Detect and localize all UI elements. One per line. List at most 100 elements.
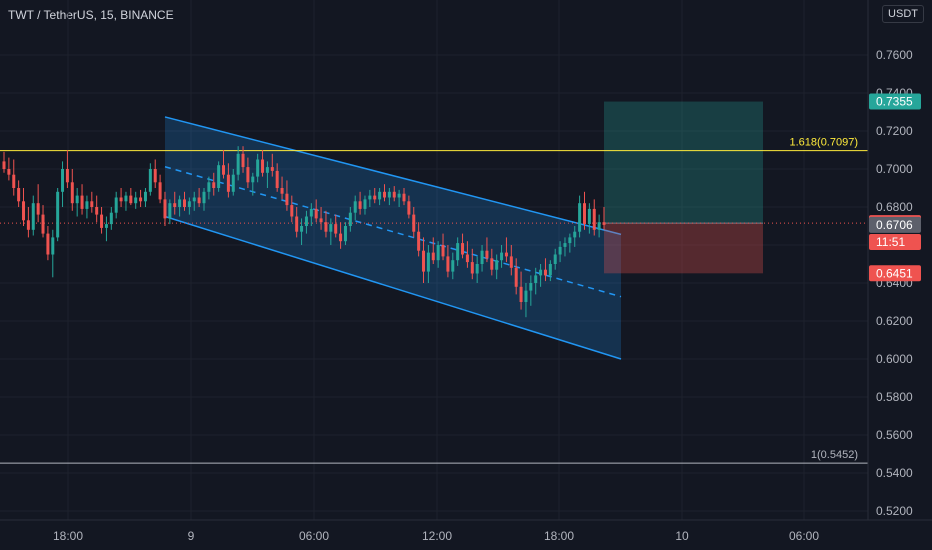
candle-body: [7, 169, 11, 175]
candle-body: [441, 245, 445, 257]
channel-middle[interactable]: [164, 165, 622, 298]
candle-body: [153, 169, 157, 183]
price-label-box: [869, 93, 921, 110]
y-tick-label: 0.5800: [876, 390, 913, 404]
candle-body: [300, 226, 304, 232]
candle-body: [70, 182, 74, 204]
candle-body: [261, 159, 265, 173]
regression-channel: [164, 116, 622, 360]
candle-body: [373, 195, 377, 200]
candle-body: [504, 252, 508, 257]
candle-body: [280, 188, 284, 194]
x-tick-label: 10: [675, 529, 689, 543]
candle-body: [207, 182, 211, 192]
candle-body: [509, 256, 513, 268]
candle-body: [290, 205, 294, 217]
candle-body: [251, 176, 255, 183]
y-tick-label: 0.6000: [876, 352, 913, 366]
candle-body: [368, 195, 372, 200]
candle-body: [309, 208, 313, 217]
candle-body: [182, 199, 186, 207]
candle-body: [412, 214, 416, 232]
price-label: 0.6451: [876, 266, 913, 280]
price-label: 0.6706: [876, 218, 913, 232]
candle-body: [314, 208, 318, 219]
symbol-header[interactable]: TWT / TetherUS, 15, BINANCE: [8, 8, 174, 22]
candle-body: [397, 193, 401, 198]
channel-upper[interactable]: [164, 116, 622, 236]
candle-body: [426, 252, 430, 272]
candle-body: [31, 203, 35, 230]
candle-body: [568, 237, 572, 244]
candle-body: [553, 254, 557, 264]
x-tick-label: 18:00: [53, 529, 83, 543]
currency-button[interactable]: USDT: [882, 5, 924, 23]
candle-body: [236, 153, 240, 175]
candle-body: [143, 191, 147, 202]
price-label-box: [869, 233, 921, 250]
candle-body: [173, 203, 177, 207]
candle-body: [578, 203, 582, 232]
candle-body: [524, 290, 528, 302]
candle-body: [563, 243, 567, 247]
candle-body: [436, 245, 440, 261]
candle-body: [602, 222, 606, 225]
candle-body: [573, 231, 577, 238]
target-zone[interactable]: [604, 101, 763, 224]
candle-body: [285, 193, 289, 206]
candle-body: [202, 191, 206, 204]
candle-body: [41, 214, 45, 234]
candle-body: [392, 191, 396, 198]
candle-body: [26, 220, 30, 230]
candle-body: [85, 201, 89, 209]
stop-zone[interactable]: [604, 223, 763, 274]
candle-body: [75, 195, 79, 204]
candle-body: [339, 233, 343, 242]
x-tick-label: 06:00: [789, 529, 819, 543]
candle-body: [2, 161, 6, 169]
candle-body: [407, 201, 411, 215]
y-tick-label: 0.7200: [876, 124, 913, 138]
y-tick-label: 0.5600: [876, 428, 913, 442]
candle-body: [480, 250, 484, 264]
candle-body: [519, 286, 523, 302]
fib-label: 1.618(0.7097): [790, 137, 859, 149]
candle-body: [456, 243, 460, 261]
candle-body: [100, 214, 104, 228]
long-position-tool: [604, 101, 763, 274]
time-axis: 18:00 9 06:00 12:00 18:00 10 06:00: [53, 529, 819, 543]
candle-body: [485, 250, 489, 259]
candle-body: [353, 201, 357, 213]
candle-body: [178, 199, 182, 207]
candle-body: [378, 191, 382, 200]
x-tick-label: 18:00: [544, 529, 574, 543]
candle-body: [231, 174, 235, 192]
channel-lower[interactable]: [164, 215, 622, 360]
candle-body: [51, 237, 55, 255]
candle-body: [148, 169, 152, 192]
candle-body: [358, 201, 362, 209]
candle-body: [387, 191, 391, 198]
candle-body: [129, 195, 133, 204]
y-tick-label: 0.7600: [876, 48, 913, 62]
candle-body: [402, 193, 406, 202]
candle-body: [465, 254, 469, 263]
candle-body: [17, 188, 21, 202]
fib-label: 1(0.5452): [811, 449, 858, 461]
candle-body: [348, 212, 352, 226]
candle-body: [451, 260, 455, 272]
candle-body: [475, 264, 479, 274]
candle-body: [382, 191, 386, 198]
candle-body: [168, 203, 172, 219]
candle-body: [422, 250, 426, 272]
candle-body: [319, 218, 323, 223]
y-tick-label: 0.7000: [876, 162, 913, 176]
candle-body: [22, 201, 26, 221]
candle-body: [334, 224, 338, 234]
candle-body: [212, 182, 216, 188]
candle-body: [139, 197, 143, 202]
candle-body: [124, 195, 128, 202]
candle-body: [36, 203, 40, 215]
